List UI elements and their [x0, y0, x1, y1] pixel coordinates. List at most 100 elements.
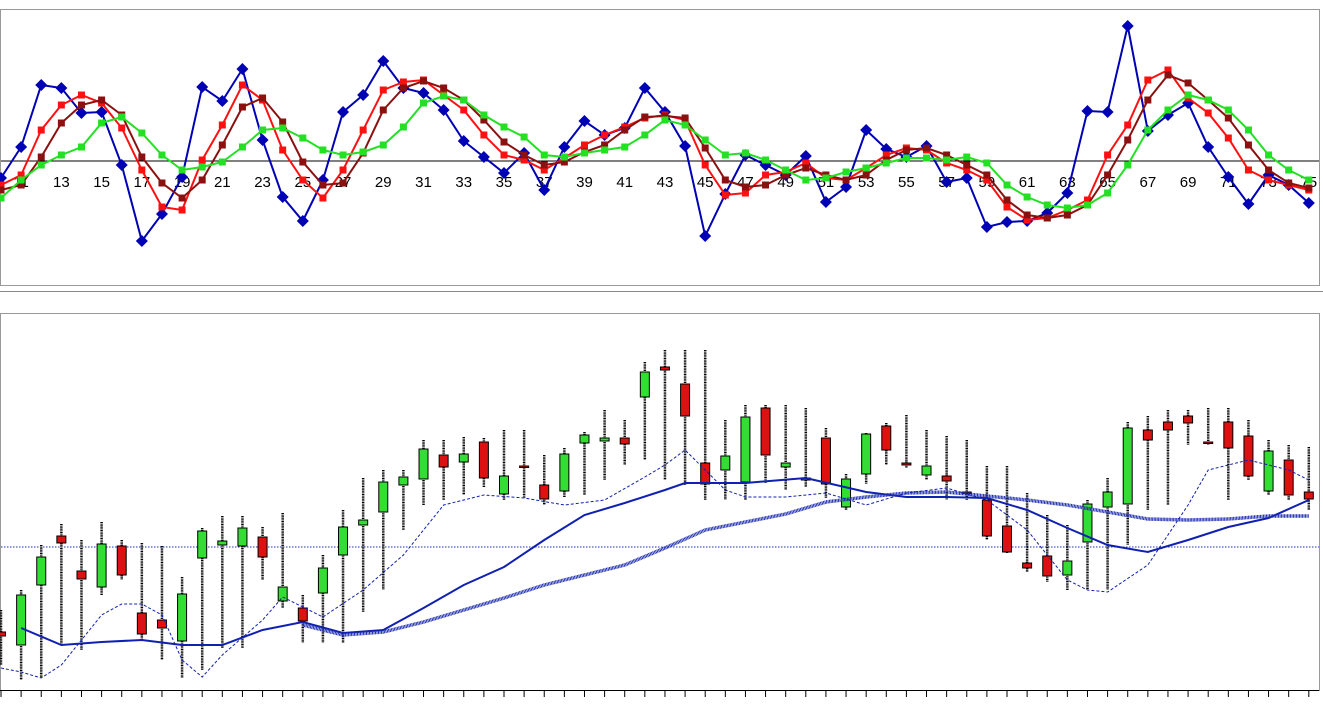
marker [983, 176, 991, 184]
marker [118, 113, 126, 121]
x-tick-label: 33 [455, 174, 472, 191]
marker [1124, 121, 1132, 129]
marker [399, 123, 407, 131]
marker [902, 146, 910, 154]
candle-body [1283, 459, 1294, 496]
marker [498, 167, 510, 179]
marker [802, 176, 810, 184]
marker [741, 149, 749, 157]
candle-body [1022, 562, 1033, 569]
x-tick-label: 29 [375, 174, 392, 191]
marker [339, 151, 347, 159]
candle-body [559, 453, 570, 492]
marker [1204, 96, 1212, 104]
marker [1003, 203, 1011, 211]
candle-body [519, 465, 530, 468]
candle-body [639, 371, 650, 398]
x-tick-label: 69 [1180, 174, 1197, 191]
marker [799, 150, 812, 162]
marker [77, 101, 85, 109]
marker [218, 158, 226, 166]
marker [538, 184, 551, 196]
marker [460, 106, 468, 114]
candle-body [418, 448, 429, 480]
marker [762, 171, 770, 179]
marker [57, 119, 65, 127]
candle-body [720, 455, 731, 471]
marker [1063, 204, 1071, 212]
candle-body [680, 383, 691, 417]
marker [1144, 126, 1152, 134]
x-tick-label: 67 [1139, 174, 1156, 191]
marker [35, 79, 48, 91]
marker [540, 161, 548, 169]
candle-body [1102, 491, 1113, 508]
marker [1023, 193, 1031, 201]
marker [339, 179, 347, 187]
marker [762, 181, 770, 189]
marker [155, 208, 168, 220]
marker [379, 86, 387, 94]
marker [601, 146, 609, 154]
marker [158, 179, 166, 187]
candle-body [981, 499, 992, 537]
candle-body [1142, 429, 1153, 441]
candle-body [358, 519, 369, 526]
marker [1124, 136, 1132, 144]
marker [1222, 171, 1235, 183]
candle-body [136, 612, 147, 635]
marker [1184, 79, 1192, 87]
marker [218, 141, 226, 149]
candle-body [96, 543, 107, 588]
marker [299, 176, 307, 184]
marker [681, 114, 689, 122]
marker [259, 94, 267, 102]
x-tick-label: 39 [576, 174, 593, 191]
marker [480, 116, 488, 124]
marker [37, 153, 45, 161]
marker [158, 203, 166, 211]
candle-body [16, 594, 27, 646]
x-tick-label: 13 [53, 174, 70, 191]
marker [359, 148, 367, 156]
marker [819, 196, 832, 208]
marker [17, 171, 25, 179]
marker [1164, 66, 1172, 74]
candle-body [1002, 525, 1012, 553]
candle-body [76, 570, 87, 580]
marker [520, 156, 528, 164]
marker [862, 164, 870, 172]
moving-average [0, 449, 1310, 679]
x-tick-label: 55 [898, 174, 915, 191]
marker [296, 215, 309, 227]
marker [339, 166, 347, 174]
marker [1001, 216, 1013, 228]
marker [440, 84, 448, 92]
candle-body [901, 462, 912, 466]
marker [480, 131, 488, 139]
marker [1285, 166, 1293, 174]
marker [520, 133, 528, 141]
candle-body [0, 631, 6, 637]
marker [98, 119, 106, 127]
marker [721, 176, 729, 184]
marker [1083, 196, 1091, 204]
x-tick-label: 15 [93, 174, 110, 191]
marker [840, 181, 853, 193]
x-tick-label: 31 [415, 174, 432, 191]
candle-body [579, 434, 590, 444]
moving-average [20, 476, 1310, 647]
candle-body [277, 586, 288, 602]
candle-body [499, 475, 509, 495]
marker [1104, 189, 1112, 197]
candle-body [1162, 421, 1173, 431]
marker [641, 113, 649, 121]
marker [802, 159, 810, 167]
marker [1023, 216, 1031, 224]
candle-body [659, 366, 670, 371]
marker [1104, 151, 1112, 159]
marker [1242, 198, 1255, 210]
candle-body [36, 556, 47, 586]
x-tick-label: 43 [657, 174, 674, 191]
marker [500, 151, 508, 159]
